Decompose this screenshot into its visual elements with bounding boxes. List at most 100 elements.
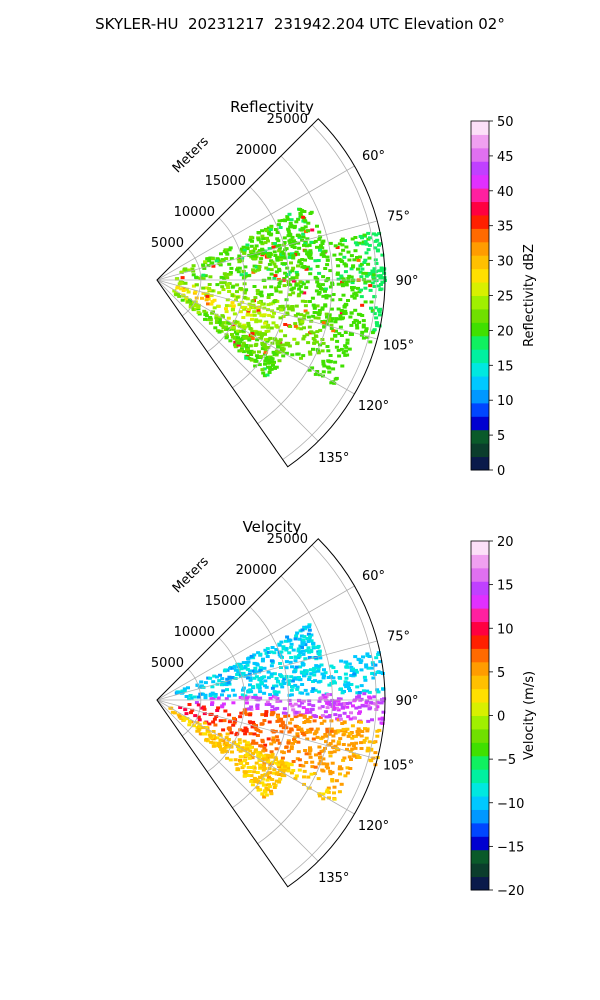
echo-cell (317, 751, 322, 755)
echo-cell (301, 354, 306, 358)
echo-cell (311, 303, 316, 307)
echo-cell (178, 706, 183, 709)
echo-cell (372, 295, 377, 299)
echo-cell (275, 719, 280, 723)
colorbar-band (471, 362, 489, 377)
echo-cell (277, 761, 282, 765)
echo-cell (282, 677, 287, 681)
echo-cell (323, 696, 327, 700)
echo-cell (262, 719, 267, 722)
echo-cell (288, 660, 293, 664)
echo-cell (203, 693, 208, 697)
echo-cell (271, 245, 276, 249)
echo-cell (197, 726, 202, 730)
echo-cell (332, 750, 337, 754)
echo-cell (294, 220, 299, 224)
echo-cell (372, 312, 377, 316)
echo-cell (361, 689, 366, 693)
echo-cell (366, 746, 371, 750)
echo-cell (315, 370, 320, 373)
echo-cell (260, 757, 265, 761)
echo-cell (356, 697, 361, 701)
echo-cell (378, 242, 383, 246)
echo-cell (312, 714, 317, 718)
echo-cell (335, 730, 340, 734)
echo-cell (269, 356, 274, 360)
echo-cell (343, 774, 348, 778)
echo-cell (207, 283, 212, 286)
echo-cell (327, 318, 331, 321)
echo-cell (372, 695, 377, 699)
colorbar-band (471, 282, 489, 296)
echo-cell (204, 738, 209, 742)
echo-cell (266, 771, 271, 775)
echo-cell (201, 277, 206, 281)
echo-cell (323, 289, 327, 293)
echo-cell (283, 724, 288, 728)
echo-cell (296, 312, 300, 316)
echo-cell (194, 701, 199, 705)
echo-cell (317, 653, 322, 657)
echo-cell (283, 271, 288, 275)
echo-cell (327, 294, 332, 298)
echo-cell (255, 683, 260, 687)
echo-cell (374, 316, 379, 320)
echo-cell (295, 732, 300, 736)
echo-cell (213, 723, 218, 727)
echo-cell (355, 733, 360, 737)
echo-cell (321, 797, 326, 801)
echo-cell (314, 289, 319, 293)
echo-cell (256, 252, 261, 256)
echo-cell (190, 708, 195, 712)
echo-cell (376, 690, 381, 694)
echo-cell (187, 720, 192, 723)
echo-cell (369, 701, 374, 705)
colorbar-band (471, 214, 489, 229)
echo-cell (246, 324, 251, 328)
echo-cell (381, 699, 386, 703)
echo-cell (223, 709, 228, 713)
echo-cell (250, 239, 254, 243)
echo-cell (299, 313, 304, 317)
echo-cell (244, 754, 249, 758)
echo-cell (363, 280, 368, 284)
echo-cell (342, 756, 347, 760)
echo-cell (260, 713, 265, 717)
echo-cell (314, 340, 319, 344)
echo-cell (217, 291, 222, 295)
echo-cell (361, 336, 366, 340)
echo-cell (202, 712, 207, 716)
echo-cell (246, 676, 250, 680)
echo-cell (289, 645, 294, 649)
echo-cell (285, 304, 290, 308)
echo-cell (361, 271, 366, 275)
echo-cell (250, 306, 255, 310)
echo-cell (321, 792, 326, 796)
echo-cell (361, 323, 366, 327)
echo-cell (247, 335, 252, 339)
echo-cell (289, 693, 294, 697)
echo-cell (250, 299, 255, 303)
echo-cell (240, 746, 245, 750)
echo-cell (258, 788, 262, 792)
echo-cell (242, 291, 247, 295)
echo-cell (349, 311, 354, 315)
echo-cell (306, 341, 311, 345)
echo-cell (347, 258, 352, 262)
echo-cell (315, 330, 320, 334)
echo-cell (287, 212, 292, 216)
echo-cell (290, 235, 295, 239)
echo-cell (375, 671, 380, 674)
echo-cell (249, 654, 254, 658)
echo-cell (324, 740, 328, 744)
echo-cell (245, 347, 249, 351)
echo-cell (372, 232, 376, 236)
echo-cell (278, 682, 283, 686)
echo-cell (291, 254, 296, 258)
echo-cell (306, 728, 311, 732)
echo-cell (367, 243, 372, 247)
azimuth-tick-label: 120° (358, 399, 389, 414)
echo-cell (217, 316, 222, 320)
echo-cell (273, 254, 278, 257)
echo-cell (261, 657, 265, 661)
